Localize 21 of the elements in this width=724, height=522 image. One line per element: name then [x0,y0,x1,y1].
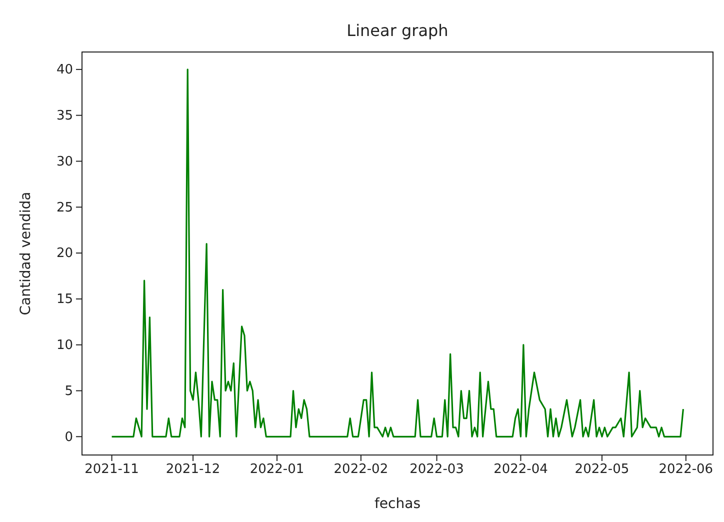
y-tick-label: 10 [56,338,73,353]
x-tick-label: 2022-04 [494,462,548,478]
y-tick-label: 20 [56,246,73,262]
y-axis-title: Cantidad vendida [18,192,34,316]
x-tick-label: 2021-12 [166,462,220,478]
x-tick-label: 2021-11 [84,462,139,478]
y-tick-label: 35 [56,108,73,124]
y-tick-label: 30 [56,154,73,170]
x-axis-title: fechas [374,496,420,512]
x-tick-label: 2022-05 [574,462,630,478]
x-tick-label: 2022-01 [250,462,304,478]
x-tick-label: 2022-06 [658,462,714,478]
y-tick-label: 15 [56,292,73,308]
line-series [110,68,684,438]
x-tick-label: 2022-03 [410,462,464,478]
x-tick-label: 2022-02 [334,462,388,478]
y-tick-label: 25 [56,200,73,216]
chart-title: Linear graph [346,21,448,40]
y-tick-label: 40 [56,62,73,78]
y-tick-label: 0 [64,430,73,445]
y-tick-label: 5 [64,384,73,399]
